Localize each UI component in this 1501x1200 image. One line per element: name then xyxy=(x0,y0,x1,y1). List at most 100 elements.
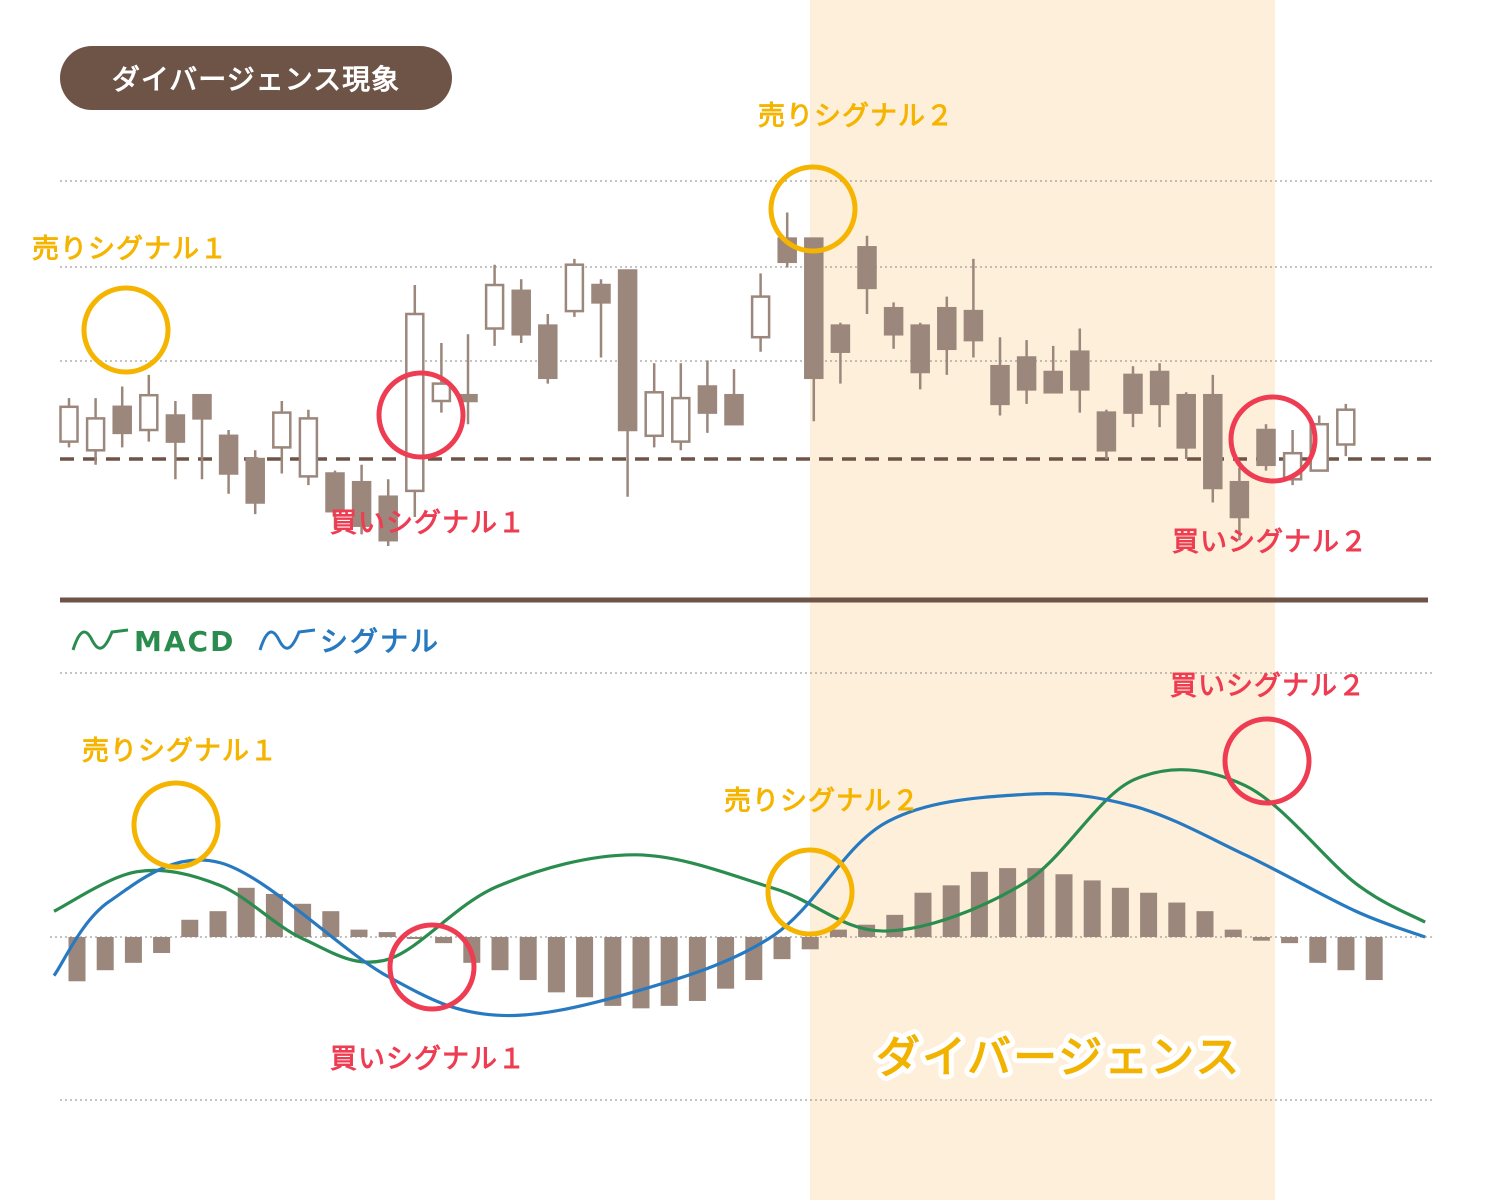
candle-body-down xyxy=(165,414,186,443)
candle xyxy=(937,296,957,375)
candle xyxy=(85,398,106,465)
price-sell-1-circle xyxy=(81,285,171,375)
candle-body-down xyxy=(724,393,744,426)
page-title: ダイバージェンス現象 xyxy=(112,63,400,96)
histogram-bar xyxy=(1055,874,1073,937)
macd-legend-label: MACD xyxy=(134,625,235,658)
histogram-bar xyxy=(1083,880,1101,937)
candle-body-up xyxy=(298,417,319,478)
candle-body-up xyxy=(431,382,452,403)
price-buy-2-label: 買いシグナル２ xyxy=(1172,526,1368,558)
candle-body-up xyxy=(750,295,771,339)
histogram-bar xyxy=(1111,887,1129,937)
candle xyxy=(1043,345,1063,394)
candle xyxy=(218,430,239,494)
candle-body-down xyxy=(1203,393,1223,490)
candle-body-down xyxy=(883,306,904,336)
macd-sell-2-circle xyxy=(765,847,855,937)
candle xyxy=(724,369,744,426)
divergence-label: ダイバージェンス xyxy=(876,1032,1241,1083)
candle xyxy=(538,314,558,384)
histogram-bar xyxy=(322,911,340,937)
price-sell-2-label: 売りシグナル２ xyxy=(758,100,954,132)
candle xyxy=(830,322,851,384)
candle xyxy=(325,470,345,529)
candle-body-down xyxy=(325,472,345,513)
candlesticks xyxy=(59,212,1356,546)
candle xyxy=(1256,424,1276,471)
candle-body-down xyxy=(218,434,239,475)
histogram-bar xyxy=(773,937,791,960)
histogram-bar xyxy=(1027,868,1045,937)
histogram-bar xyxy=(829,929,847,937)
candle-body-down xyxy=(192,393,212,420)
histogram-bar xyxy=(1168,902,1186,937)
price-sell-2-circle xyxy=(768,164,858,254)
candle xyxy=(1229,467,1250,541)
candle-body-up xyxy=(405,312,425,493)
candle xyxy=(1096,409,1117,459)
histogram-bar xyxy=(1309,937,1327,963)
signal-legend-icon xyxy=(258,628,316,651)
candle xyxy=(139,374,159,442)
candle xyxy=(910,322,930,390)
candle-body-down xyxy=(1070,350,1090,391)
histogram-bar xyxy=(970,871,988,937)
histogram-bar xyxy=(209,911,227,937)
candle-body-down xyxy=(378,495,398,542)
candle xyxy=(511,279,531,343)
candle-body-down xyxy=(1043,370,1063,394)
histogram-bar xyxy=(265,893,283,937)
histogram-bar xyxy=(999,868,1017,937)
price-sell-1-label: 売りシグナル１ xyxy=(32,233,228,265)
candle xyxy=(883,302,904,349)
candle xyxy=(804,237,824,422)
histogram-bar xyxy=(491,937,509,971)
macd-buy-2-circle xyxy=(1222,716,1312,806)
candle-body-down xyxy=(1123,373,1143,414)
histogram-bar xyxy=(519,937,537,981)
candle-body-down xyxy=(1016,356,1037,391)
candle xyxy=(1203,374,1223,503)
candle xyxy=(59,398,79,448)
candle xyxy=(351,464,372,535)
candle-body-down xyxy=(1256,428,1276,467)
candle-body-down xyxy=(697,385,718,414)
candle xyxy=(484,264,505,346)
candle xyxy=(671,363,691,451)
candle-body-up xyxy=(484,283,505,330)
candle xyxy=(990,337,1010,416)
price-gridlines xyxy=(60,180,1435,362)
histogram-bar xyxy=(801,937,819,950)
price-buy-1-circle xyxy=(376,370,466,460)
candle-body-down xyxy=(1149,370,1170,406)
candle xyxy=(697,360,718,433)
candle-body-up xyxy=(671,396,691,443)
price-buy-1-label: 買いシグナル１ xyxy=(330,507,526,539)
candle-body-down xyxy=(937,306,957,351)
signal-line xyxy=(52,792,1426,1018)
candle-body-down xyxy=(1229,480,1250,519)
histogram-bar xyxy=(660,937,678,1006)
histogram-bar xyxy=(1252,937,1270,941)
candle-body-up xyxy=(1336,408,1356,446)
candle-body-up xyxy=(59,405,79,443)
macd-sell-1-label: 売りシグナル１ xyxy=(82,735,278,767)
macd-line xyxy=(53,768,1426,964)
macd-buy-1-label: 買いシグナル１ xyxy=(330,1043,526,1075)
histogram-bar xyxy=(350,929,368,937)
candle-body-down xyxy=(112,405,132,435)
candle xyxy=(750,273,771,352)
macd-sell-2-label: 売りシグナル２ xyxy=(724,785,920,817)
histogram-bar xyxy=(435,937,453,944)
histogram-bar xyxy=(632,937,650,1009)
candle xyxy=(564,258,585,317)
candle-body-down xyxy=(511,289,531,336)
histogram-bar xyxy=(96,937,114,971)
macd-legend-icon xyxy=(71,628,129,651)
macd-buy-2-label: 買いシグナル２ xyxy=(1170,670,1366,702)
candle xyxy=(1336,403,1356,457)
histogram-bar xyxy=(1196,911,1214,937)
candle xyxy=(857,235,877,314)
